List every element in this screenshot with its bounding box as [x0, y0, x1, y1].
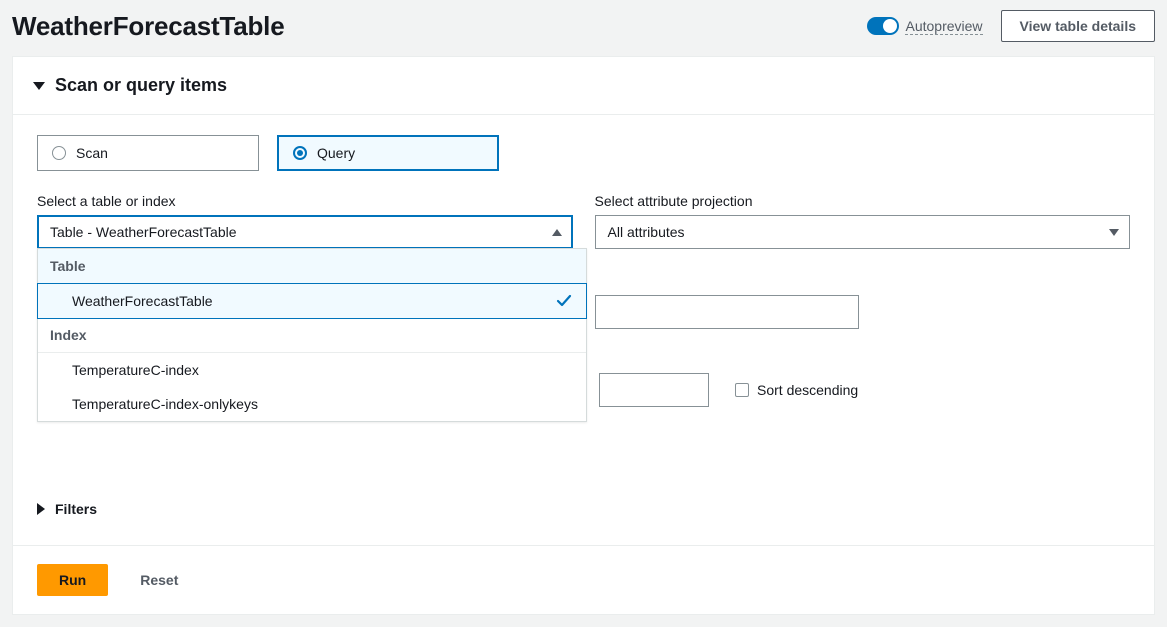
dropdown-item-temperaturec-index[interactable]: TemperatureC-index — [38, 353, 586, 387]
run-button[interactable]: Run — [37, 564, 108, 596]
sort-descending-checkbox[interactable] — [735, 383, 749, 397]
dropdown-item-weatherforecasttable[interactable]: WeatherForecastTable — [37, 283, 587, 319]
projection-select[interactable]: All attributes — [595, 215, 1131, 249]
dropdown-item-temperaturec-index-onlykeys[interactable]: TemperatureC-index-onlykeys — [38, 387, 586, 421]
table-index-label: Select a table or index — [37, 193, 573, 209]
view-table-details-button[interactable]: View table details — [1001, 10, 1155, 42]
chevron-up-icon — [552, 229, 562, 236]
reset-button[interactable]: Reset — [140, 572, 178, 588]
radio-icon — [52, 146, 66, 160]
query-mode-label: Query — [317, 145, 355, 161]
check-icon — [558, 296, 572, 306]
query-mode-option[interactable]: Query — [277, 135, 499, 171]
dropdown-item-label: WeatherForecastTable — [72, 293, 213, 309]
table-index-select[interactable]: Table - WeatherForecastTable — [37, 215, 573, 249]
scan-mode-option[interactable]: Scan — [37, 135, 259, 171]
page-title: WeatherForecastTable — [12, 11, 284, 42]
sort-descending-label: Sort descending — [757, 382, 858, 398]
filters-toggle[interactable]: Filters — [37, 501, 1130, 517]
projection-label: Select attribute projection — [595, 193, 1131, 209]
partition-key-input[interactable] — [595, 295, 859, 329]
table-index-dropdown: Table WeatherForecastTable Index Tempera… — [37, 248, 587, 422]
radio-icon — [293, 146, 307, 160]
dropdown-group-table: Table — [38, 249, 586, 284]
dropdown-group-index: Index — [38, 318, 586, 353]
table-index-value: Table - WeatherForecastTable — [50, 224, 237, 240]
panel-collapse-icon[interactable] — [33, 82, 45, 90]
panel-title: Scan or query items — [55, 75, 227, 96]
chevron-right-icon — [37, 503, 45, 515]
dropdown-item-label: TemperatureC-index — [72, 362, 199, 378]
scan-query-panel: Scan or query items Scan Query Select a … — [12, 56, 1155, 615]
autopreview-toggle[interactable]: Autopreview — [867, 17, 982, 35]
autopreview-label: Autopreview — [905, 18, 982, 35]
scan-mode-label: Scan — [76, 145, 108, 161]
sort-key-input[interactable] — [599, 373, 709, 407]
projection-value: All attributes — [608, 224, 685, 240]
chevron-down-icon — [1109, 229, 1119, 236]
toggle-icon — [867, 17, 899, 35]
dropdown-item-label: TemperatureC-index-onlykeys — [72, 396, 258, 412]
filters-label: Filters — [55, 501, 97, 517]
